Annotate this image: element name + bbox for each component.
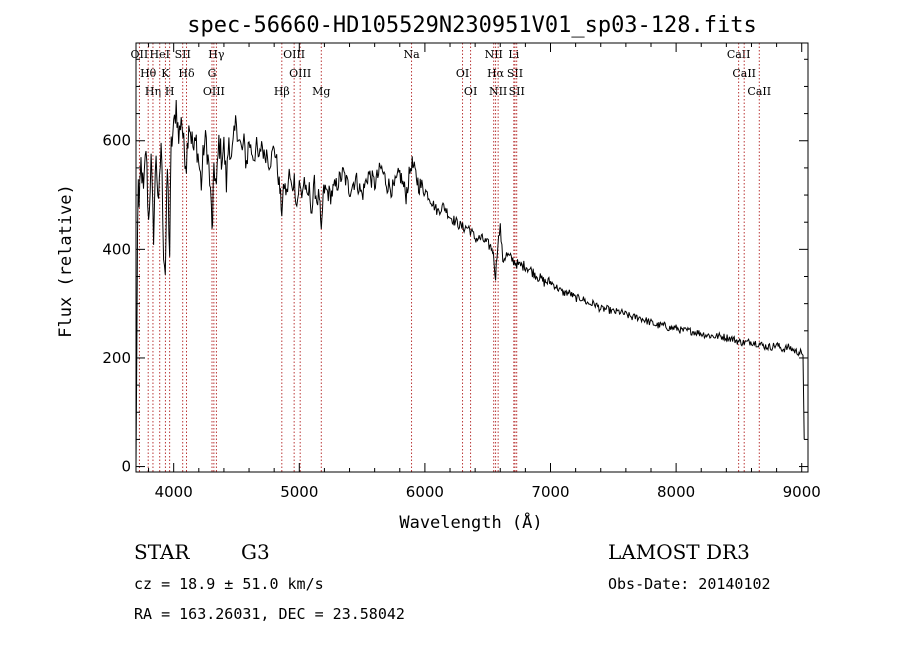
y-axis: 0 200 400 600 bbox=[102, 58, 808, 476]
line-marker-label: SII bbox=[507, 67, 523, 80]
y-tick-label: 600 bbox=[102, 132, 131, 150]
y-tick-label: 0 bbox=[121, 458, 131, 476]
x-axis: 4000 5000 6000 7000 8000 9000 bbox=[148, 43, 821, 501]
line-marker-label: OI bbox=[456, 67, 469, 80]
line-marker-label: HeI bbox=[150, 48, 170, 61]
line-marker-label: Na bbox=[403, 48, 420, 61]
line-marker-label: CaII bbox=[732, 67, 756, 80]
subclass: G3 bbox=[241, 540, 270, 564]
object-class: STAR bbox=[134, 540, 190, 564]
flux-series-line bbox=[135, 99, 805, 467]
series-layer bbox=[135, 99, 805, 467]
line-marker-label: Hγ bbox=[208, 48, 225, 61]
y-tick-label: 200 bbox=[102, 349, 131, 367]
chart-title: spec-56660-HD105529N230951V01_sp03-128.f… bbox=[187, 13, 757, 38]
line-marker-label: SII bbox=[509, 85, 525, 98]
line-marker-label: CaII bbox=[727, 48, 751, 61]
line-marker-label: OIII bbox=[283, 48, 305, 61]
x-tick-label: 9000 bbox=[783, 483, 821, 501]
line-marker-label: CaII bbox=[747, 85, 771, 98]
line-marker-layer: OIIHθHηHeIKHSIIHδOIIIHγGHβOIIIOIIIMgNaOI… bbox=[131, 43, 771, 472]
x-axis-label: Wavelength (Å) bbox=[399, 511, 542, 533]
x-tick-label: 8000 bbox=[657, 483, 695, 501]
line-marker-label: H bbox=[165, 85, 175, 98]
line-marker-label: OII bbox=[131, 48, 149, 61]
coordinates: RA = 163.26031, DEC = 23.58042 bbox=[134, 605, 405, 623]
line-marker-label: NII bbox=[489, 85, 507, 98]
plot-frame bbox=[135, 42, 809, 473]
line-marker-label: K bbox=[161, 67, 170, 80]
line-marker-label: Hδ bbox=[178, 67, 195, 80]
line-marker-label: Hθ bbox=[140, 67, 157, 80]
x-tick-label: 7000 bbox=[531, 483, 569, 501]
line-marker-label: OIII bbox=[289, 67, 311, 80]
line-marker-label: SII bbox=[175, 48, 191, 61]
survey-name: LAMOST DR3 bbox=[608, 540, 750, 564]
x-tick-label: 5000 bbox=[280, 483, 318, 501]
obs-date: Obs-Date: 20140102 bbox=[608, 575, 771, 593]
line-marker-label: NII bbox=[485, 48, 503, 61]
line-marker-label: Hβ bbox=[274, 85, 290, 98]
line-marker-label: Hα bbox=[487, 67, 505, 80]
line-marker-label: Hη bbox=[145, 85, 161, 98]
line-marker-label: OI bbox=[464, 85, 477, 98]
y-tick-label: 400 bbox=[102, 240, 131, 258]
x-tick-label: 6000 bbox=[406, 483, 444, 501]
y-axis-label: Flux (relative) bbox=[56, 184, 76, 338]
redshift-readout: cz = 18.9 ± 51.0 km/s bbox=[134, 575, 324, 593]
line-marker-label: Mg bbox=[312, 85, 330, 98]
line-marker-label: OIII bbox=[203, 85, 225, 98]
line-marker-label: Li bbox=[508, 48, 519, 61]
x-tick-label: 4000 bbox=[155, 483, 193, 501]
line-marker-label: G bbox=[208, 67, 217, 80]
